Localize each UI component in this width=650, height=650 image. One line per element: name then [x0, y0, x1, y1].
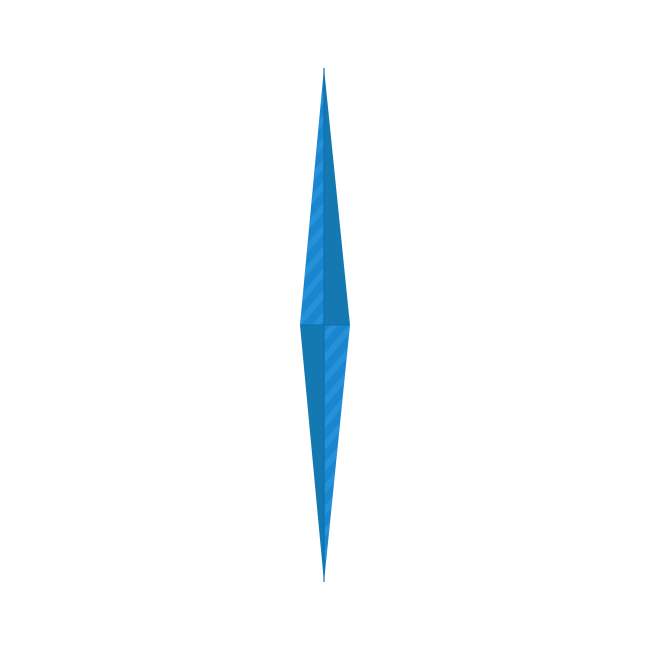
- needle-upper-right-facet: [324, 68, 350, 325]
- needle-lower-right-stripes: [324, 325, 350, 582]
- needle-lower-left-facet: [300, 325, 324, 582]
- compass-needle-icon: [300, 68, 350, 582]
- needle-upper-left-stripes: [300, 68, 324, 325]
